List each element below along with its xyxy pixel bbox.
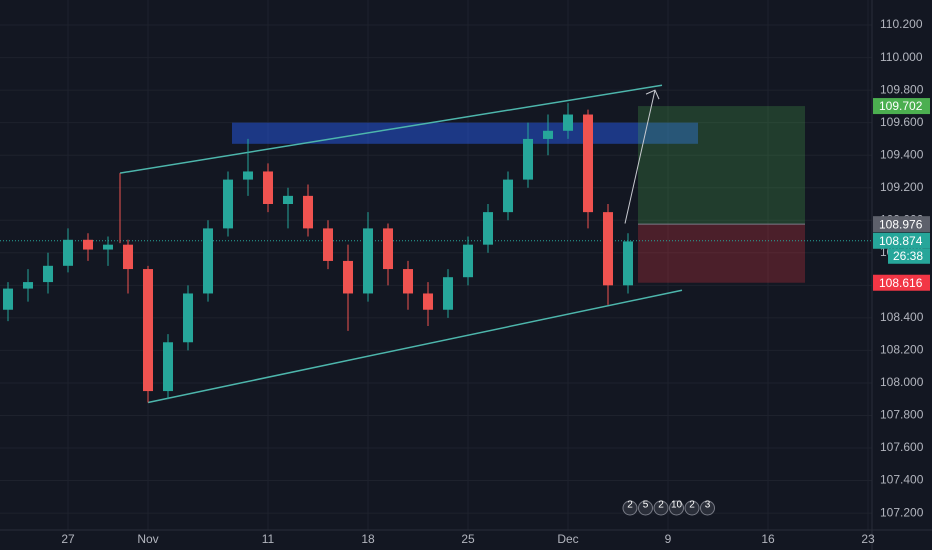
price-badge xyxy=(873,216,930,233)
resistance-zone xyxy=(232,122,698,144)
x-tick-label: 11 xyxy=(262,532,275,546)
candle-body xyxy=(423,293,433,310)
x-tick-label: Dec xyxy=(557,532,578,546)
event-label: 2 xyxy=(658,500,664,511)
lower-channel xyxy=(147,289,683,404)
candle-body xyxy=(103,244,113,250)
candle-body xyxy=(363,228,373,294)
price-badge xyxy=(873,98,930,115)
y-tick-label: 109.200 xyxy=(880,180,924,194)
profit-zone xyxy=(638,106,805,225)
candle-body xyxy=(283,195,293,204)
projection-arrow xyxy=(624,90,656,224)
event-marker xyxy=(669,500,684,516)
event-label: 3 xyxy=(705,500,711,511)
y-tick-label: 107.200 xyxy=(880,505,924,519)
candle-body xyxy=(123,244,133,270)
x-tick-label: 18 xyxy=(361,532,375,546)
candle-body xyxy=(603,212,613,286)
candle-body xyxy=(163,342,173,392)
candle-body xyxy=(443,277,453,310)
y-tick-label: 109.600 xyxy=(880,115,924,129)
candle-body xyxy=(383,228,393,270)
candle-body xyxy=(63,239,73,266)
y-tick-label: 107.600 xyxy=(880,440,924,454)
candle-body xyxy=(3,288,13,310)
event-marker xyxy=(638,500,653,516)
price-badge-label: 108.874 xyxy=(879,234,923,248)
event-label: 2 xyxy=(689,500,695,511)
candle-body xyxy=(83,239,93,250)
x-tick-label: 9 xyxy=(665,532,672,546)
event-marker xyxy=(653,500,669,516)
candle-body xyxy=(303,195,313,229)
event-label: 10 xyxy=(671,500,683,511)
y-tick-label: 108.000 xyxy=(880,375,924,389)
event-label: 2 xyxy=(627,500,633,511)
price-badge-label: 109.702 xyxy=(879,99,923,113)
candle-body xyxy=(343,260,353,294)
candle-body xyxy=(203,228,213,294)
event-label: 5 xyxy=(643,500,649,511)
loss-zone xyxy=(638,224,805,283)
event-marker xyxy=(622,500,638,516)
candle-body xyxy=(543,130,553,139)
countdown: 26:38 xyxy=(893,249,923,263)
candle-body xyxy=(623,241,633,286)
countdown-badge xyxy=(888,248,930,264)
x-tick-label: 25 xyxy=(461,532,475,546)
time-axis-bg xyxy=(0,530,932,550)
y-tick-label: 110.000 xyxy=(880,50,923,64)
candle-body xyxy=(43,265,53,283)
event-marker xyxy=(684,500,700,516)
y-tick-label: 107.400 xyxy=(880,473,924,487)
x-tick-label: Nov xyxy=(137,532,158,546)
y-tick-label: 109.400 xyxy=(880,147,924,161)
candle-body xyxy=(263,171,273,204)
y-tick-label: 109.800 xyxy=(880,82,924,96)
candle-body xyxy=(463,244,473,278)
candle-body xyxy=(323,228,333,261)
y-tick-label: 110.200 xyxy=(880,17,923,31)
price-badge xyxy=(873,232,930,249)
x-tick-label: 23 xyxy=(861,532,875,546)
x-tick-label: 27 xyxy=(61,532,75,546)
price-badge-label: 108.616 xyxy=(879,276,923,290)
candle-body xyxy=(223,179,233,229)
candle-body xyxy=(563,114,573,131)
candle-body xyxy=(403,269,413,294)
candle-body xyxy=(483,212,493,245)
candle-body xyxy=(183,293,193,343)
y-tick-label: 108.200 xyxy=(880,343,924,357)
candle-body xyxy=(523,138,533,180)
x-tick-label: 16 xyxy=(761,532,775,546)
event-marker xyxy=(700,500,715,516)
arrow-head xyxy=(645,89,660,100)
candle-body xyxy=(583,114,593,213)
y-tick-label: 108.400 xyxy=(880,310,924,324)
price-badge xyxy=(873,274,930,291)
candle-body xyxy=(143,269,153,392)
candle-body xyxy=(23,282,33,289)
candle-body xyxy=(503,179,513,213)
candle-body xyxy=(243,171,253,180)
price-badge-label: 108.976 xyxy=(879,217,923,231)
y-tick-label: 107.800 xyxy=(880,408,924,422)
upper-channel xyxy=(119,84,663,174)
